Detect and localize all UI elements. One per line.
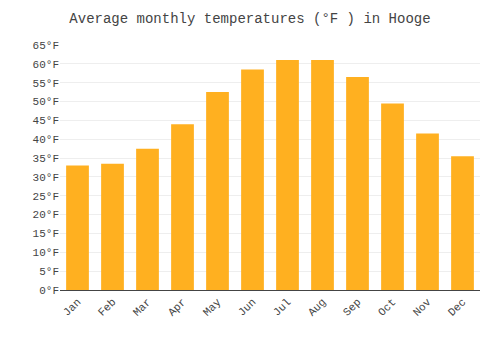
svg-text:Nov: Nov xyxy=(411,296,434,319)
svg-text:Dec: Dec xyxy=(446,296,468,318)
svg-text:0°F: 0°F xyxy=(39,285,59,297)
svg-text:May: May xyxy=(201,296,224,319)
svg-text:Feb: Feb xyxy=(96,296,118,318)
svg-text:Jul: Jul xyxy=(271,296,293,318)
svg-text:Sep: Sep xyxy=(341,296,363,318)
svg-text:25°F: 25°F xyxy=(33,191,59,203)
svg-text:15°F: 15°F xyxy=(33,228,59,240)
svg-text:20°F: 20°F xyxy=(33,209,59,221)
svg-text:Oct: Oct xyxy=(376,296,398,318)
svg-text:55°F: 55°F xyxy=(33,78,59,90)
svg-text:35°F: 35°F xyxy=(33,153,59,165)
svg-text:Jun: Jun xyxy=(236,296,258,318)
svg-text:Apr: Apr xyxy=(166,296,188,318)
svg-text:60°F: 60°F xyxy=(33,59,59,71)
svg-text:Mar: Mar xyxy=(131,296,153,318)
svg-text:10°F: 10°F xyxy=(33,247,59,259)
svg-text:30°F: 30°F xyxy=(33,172,59,184)
svg-text:Jan: Jan xyxy=(61,296,83,318)
svg-text:65°F: 65°F xyxy=(33,40,59,52)
svg-text:40°F: 40°F xyxy=(33,134,59,146)
svg-text:Average monthly temperatures (: Average monthly temperatures (°F ) in Ho… xyxy=(69,11,430,27)
svg-text:Aug: Aug xyxy=(306,296,328,318)
svg-text:45°F: 45°F xyxy=(33,115,59,127)
svg-text:5°F: 5°F xyxy=(39,266,59,278)
svg-text:50°F: 50°F xyxy=(33,96,59,108)
